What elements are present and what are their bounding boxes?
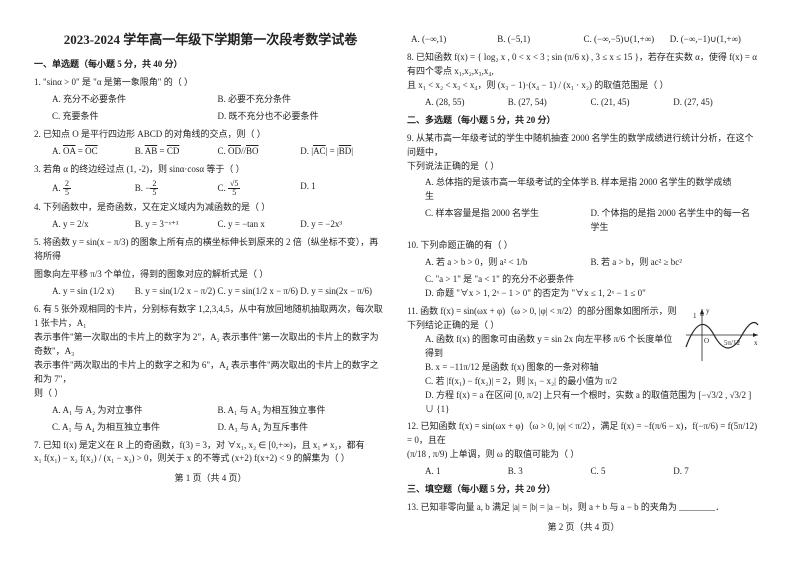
graph-origin-label: O (704, 337, 709, 345)
q5-options: A. y = sin (1/2 x) B. y = sin(1/2 x − π/… (52, 285, 383, 299)
q7-B: B. (−5,1) (497, 33, 583, 47)
q9-C: C. 样本容量是指 2000 名学生 (425, 207, 591, 235)
q1-C: C. 充要条件 (52, 110, 218, 124)
q10-B: B. 若 a > b，则 ac² ≥ bc² (591, 256, 757, 270)
q4-options: A. y = 2/x B. y = 3⁻ˣ⁺¹ C. y = −tan x D.… (52, 218, 383, 232)
q2-A: A. OA = OC (52, 145, 135, 159)
q8-options: A. (28, 55) B. (27, 54) C. (21, 45) D. (… (425, 96, 756, 110)
q6-options-2: C. A₁ 与 A₄ 为相互独立事件 D. A₃ 与 A₄ 为互斥事件 (52, 421, 383, 435)
q1-stem: 1. "sinα > 0" 是 "α 是第一象限角" 的（ ） (34, 76, 387, 90)
q6-D: D. A₃ 与 A₄ 为互斥事件 (218, 421, 384, 435)
q8-A: A. (28, 55) (425, 96, 508, 110)
svg-text:y: y (706, 307, 710, 315)
q12-options: A. 1 B. 3 C. 5 D. 7 (425, 465, 756, 479)
q8-B: B. (27, 54) (508, 96, 591, 110)
q11-graph: 1 O 5π/12 x y (682, 305, 760, 365)
q10-A: A. 若 a > b > 0，则 a² < 1/b (425, 256, 591, 270)
left-footer: 第 1 页（共 4 页） (34, 472, 387, 486)
q10-options-1: A. 若 a > b > 0，则 a² < 1/b B. 若 a > b，则 a… (425, 256, 756, 270)
section-1-heading: 一、单选题（每小题 5 分，共 40 分） (34, 58, 387, 72)
q6-stem3: 表示事件"两次取出的卡片上的数字之和为 6"，A₄ 表示事件"两次取出的卡片上的… (34, 359, 387, 387)
q9-A: A. 总体指的是该市高一年级考试的全体学生 (425, 176, 591, 204)
q4-stem: 4. 下列函数中，是奇函数，又在定义域内为减函数的是（ ） (34, 201, 387, 215)
q2-stem: 2. 已知点 O 是平行四边形 ABCD 的对角线的交点，则（ ） (34, 128, 387, 142)
q9-options-2: C. 样本容量是指 2000 名学生 D. 个体指的是指 2000 名学生中的每… (425, 207, 756, 235)
section-2-heading: 二、多选题（每小题 5 分，共 20 分） (407, 114, 760, 128)
q6-stem2: 表示事件"第一次取出的卡片上的数字为 2"，A₂ 表示事件"第一次取出的卡片上的… (34, 331, 387, 359)
right-footer: 第 2 页（共 4 页） (407, 521, 760, 535)
q6-B: B. A₁ 与 A₃ 为相互独立事件 (218, 404, 384, 418)
q12-C: C. 5 (591, 465, 674, 479)
q2-options: A. OA = OC B. AB = CD C. OD//BO D. |AC| … (52, 145, 383, 159)
graph-x-label: 5π/12 (724, 339, 740, 347)
q1-B: B. 必要不充分条件 (218, 93, 384, 107)
q3-A: A. 25 (52, 180, 135, 198)
q4-C: C. y = −tan x (218, 218, 301, 232)
exam-title: 2023-2024 学年高一年级下学期第一次段考数学试卷 (34, 30, 387, 50)
q1-D: D. 既不充分也不必要条件 (218, 110, 384, 124)
q9-stem1: 9. 从某市高一年级考试的学生中随机抽查 2000 名学生的数学成绩进行统计分析… (407, 132, 760, 160)
q3-C: C. √55 (218, 180, 301, 198)
q4-A: A. y = 2/x (52, 218, 135, 232)
q12-stem1: 12. 已知函数 f(x) = sin(ωx + φ)（ω > 0, |φ| <… (407, 420, 760, 448)
q6-C: C. A₁ 与 A₄ 为相互独立事件 (52, 421, 218, 435)
q5-A: A. y = sin (1/2 x) (52, 285, 135, 299)
q12-D: D. 7 (673, 465, 756, 479)
right-column: A. (−∞,1) B. (−5,1) C. (−∞,−5)∪(1,+∞) D.… (397, 30, 770, 549)
q7-D: D. (−∞,−1)∪(1,+∞) (670, 33, 756, 47)
q10-stem: 10. 下列命题正确的有（ ） (407, 239, 760, 253)
q7-C: C. (−∞,−5)∪(1,+∞) (584, 33, 670, 47)
q9-B: B. 样本是指 2000 名学生的数学成绩 (591, 176, 757, 204)
q5-B: B. y = sin(1/2 x − π/2) (135, 285, 218, 299)
q6-options-1: A. A₁ 与 A₂ 为对立事件 B. A₁ 与 A₃ 为相互独立事件 (52, 404, 383, 418)
q11-D: D. 方程 f(x) = a 在区间 [0, π/2] 上只有一个根时，实数 a… (425, 389, 760, 417)
q5-C: C. y = sin(1/2 x − π/6) (218, 285, 301, 299)
q8-C: C. (21, 45) (591, 96, 674, 110)
q10-D: D. 命题 "∀x > 1, 2ˣ − 1 > 0" 的否定为 "∀x ≤ 1,… (425, 287, 760, 301)
q3-B: B. −25 (135, 180, 218, 198)
q11-block: 1 O 5π/12 x y 11. 函数 f(x) = sin(ωx + φ)（… (407, 305, 760, 417)
q11-C: C. 若 |f(x₁) − f(x₂)| = 2，则 |x₁ − x₂| 的最小… (425, 375, 760, 389)
q3-D: D. 1 (300, 180, 383, 198)
q3-options: A. 25 B. −25 C. √55 D. 1 (52, 180, 383, 198)
q8-stem1: 8. 已知函数 f(x) = { log₂ x , 0 < x < 3 ; si… (407, 51, 760, 79)
q5-D: D. y = sin(2x − π/6) (300, 285, 383, 299)
q7-options: A. (−∞,1) B. (−5,1) C. (−∞,−5)∪(1,+∞) D.… (411, 33, 756, 47)
q2-B: B. AB = CD (135, 145, 218, 159)
q5-stem1: 5. 将函数 y = sin(x − π/3) 的图象上所有点的横坐标伸长到原来… (34, 236, 387, 264)
section-3-heading: 三、填空题（每小题 5 分，共 20 分） (407, 483, 760, 497)
q1-options-2: C. 充要条件 D. 既不充分也不必要条件 (52, 110, 383, 124)
q4-D: D. y = −2x³ (300, 218, 383, 232)
q6-stem4: 则（ ） (34, 387, 387, 401)
q9-D: D. 个体指的是指 2000 名学生中的每一名学生 (591, 207, 757, 235)
q6-A: A. A₁ 与 A₂ 为对立事件 (52, 404, 218, 418)
q10-C: C. "a > 1" 是 "a < 1" 的充分不必要条件 (425, 273, 760, 287)
q8-D: D. (27, 45) (673, 96, 756, 110)
q9-options-1: A. 总体指的是该市高一年级考试的全体学生 B. 样本是指 2000 名学生的数… (425, 176, 756, 204)
svg-text:x: x (754, 339, 758, 347)
q1-options: A. 充分不必要条件 B. 必要不充分条件 (52, 93, 383, 107)
q9-stem2: 下列说法正确的是（ ） (407, 160, 760, 174)
q7-stem2: x₁ f(x₁) − x₂ f(x₂) / (x₁ − x₂) > 0，则关于 … (34, 452, 387, 466)
q12-A: A. 1 (425, 465, 508, 479)
q4-B: B. y = 3⁻ˣ⁺¹ (135, 218, 218, 232)
left-column: 2023-2024 学年高一年级下学期第一次段考数学试卷 一、单选题（每小题 5… (24, 30, 397, 549)
q13-stem: 13. 已知非零向量 a, b 满足 |a| = |b| = |a − b|，则… (407, 501, 760, 515)
q5-stem2: 图象向左平移 π/3 个单位，得到的图象对应的解析式是（ ） (34, 268, 387, 282)
q12-stem2: (π/18 , π/9) 上单调，则 ω 的取值可能为（ ） (407, 448, 760, 462)
graph-ymax-label: 1 (693, 312, 697, 320)
q12-B: B. 3 (508, 465, 591, 479)
q2-D: D. |AC| = |BD| (300, 145, 383, 159)
q2-C: C. OD//BO (218, 145, 301, 159)
q6-stem1: 6. 有 5 张外观相同的卡片，分别标有数字 1,2,3,4,5，从中有放回地随… (34, 303, 387, 331)
q7-stem1: 7. 已知 f(x) 是定义在 R 上的奇函数，f(3) = 3，对 ∀x₁, … (34, 439, 387, 453)
exam-sheet: 2023-2024 学年高一年级下学期第一次段考数学试卷 一、单选题（每小题 5… (0, 0, 794, 561)
q8-stem2: 且 x₁ < x₂ < x₃ < x₄，则 (x₃ − 1)·(x₄ − 1) … (407, 79, 760, 93)
q1-A: A. 充分不必要条件 (52, 93, 218, 107)
q3-stem: 3. 若角 α 的终边经过点 (1, -2)，则 sinα·cosα 等于（ ） (34, 163, 387, 177)
q7-A: A. (−∞,1) (411, 33, 497, 47)
